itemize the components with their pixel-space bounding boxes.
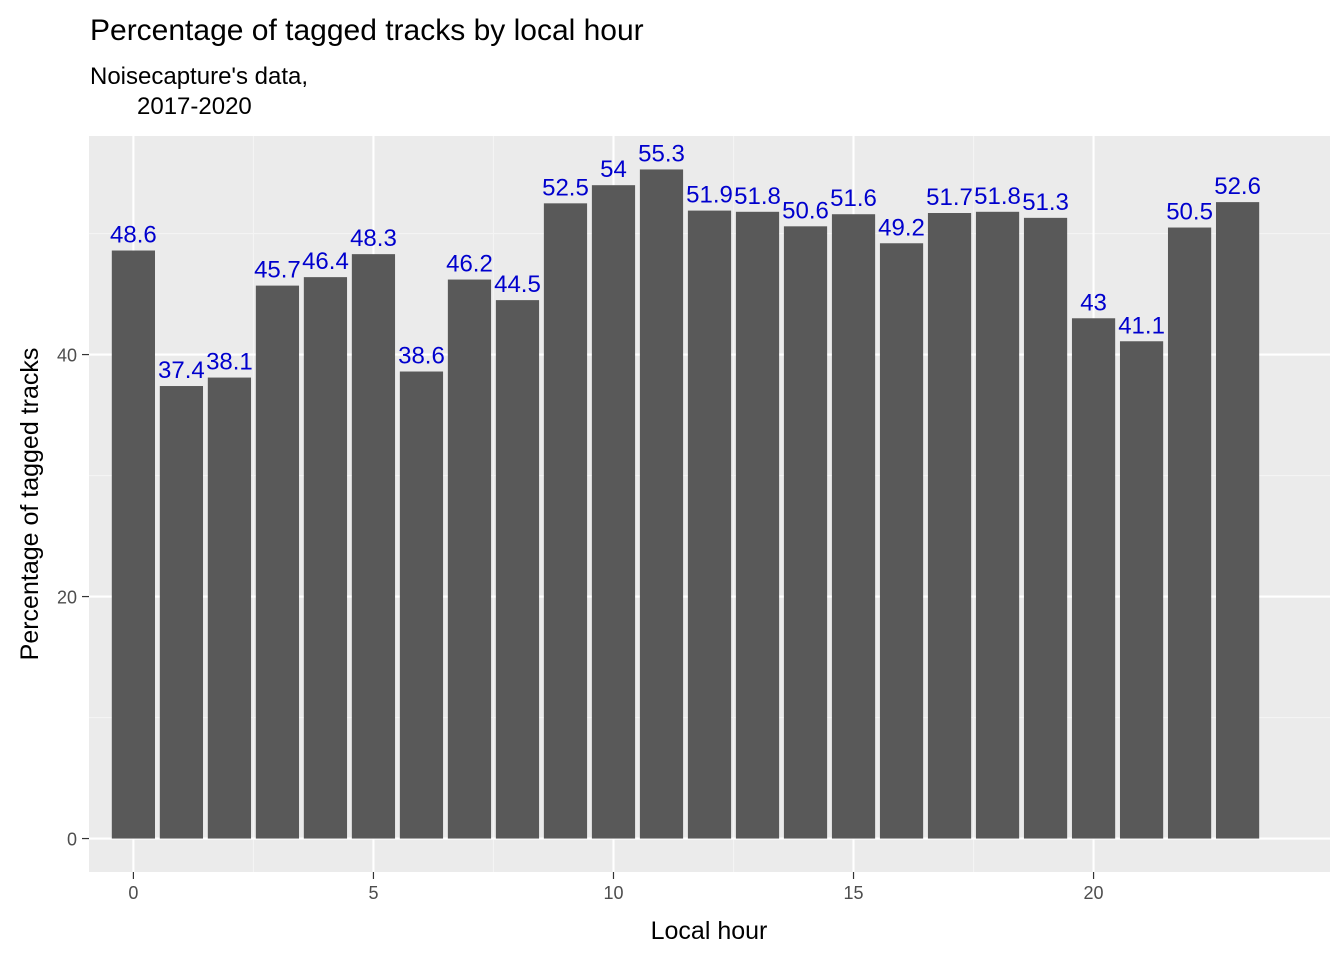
data-label-hour-7: 46.2 <box>446 251 493 278</box>
x-tick-label: 10 <box>603 883 623 903</box>
data-label-hour-13: 51.8 <box>734 183 781 210</box>
x-tick-label: 15 <box>844 883 864 903</box>
bar-hour-13 <box>735 211 780 839</box>
bar-hour-17 <box>927 213 972 839</box>
data-label-hour-15: 51.6 <box>830 185 877 212</box>
chart-subtitle-line-2: 2017-2020 <box>137 93 252 120</box>
bar-hour-19 <box>1023 217 1068 839</box>
data-labels: 48.6 37.4 38.1 45.7 46.448.3 38.6 46.244.5 52.5… <box>110 140 1261 384</box>
bar-hour-23 <box>1215 202 1260 839</box>
data-label-hour-1: 37.4 <box>158 357 205 384</box>
bar-hour-14 <box>783 226 828 839</box>
data-label-hour-12: 51.9 <box>686 182 733 209</box>
bar-hour-21 <box>1119 341 1164 839</box>
bar-hour-4 <box>303 277 348 839</box>
axes: 0 5 10 15 20 0 20 40 <box>57 346 1104 903</box>
bar-hour-20 <box>1071 318 1116 839</box>
bar-hour-11 <box>639 169 684 839</box>
bar-hour-12 <box>687 210 732 839</box>
data-label-hour-0: 48.6 <box>110 222 157 249</box>
data-label-hour-5: 48.3 <box>350 225 397 252</box>
bar-hour-9 <box>543 203 588 839</box>
data-label-hour-2: 38.1 <box>206 349 253 376</box>
y-axis-title: Percentage of tagged tracks <box>16 348 44 661</box>
x-tick-label: 20 <box>1084 883 1104 903</box>
chart-title: Percentage of tagged tracks by local hou… <box>90 14 644 47</box>
data-label-hour-8: 44.5 <box>494 271 541 298</box>
data-label-hour-22: 50.5 <box>1166 199 1213 226</box>
bar-hour-8 <box>495 300 540 839</box>
data-label-hour-21: 41.1 <box>1118 312 1165 339</box>
x-axis-title: Local hour <box>651 917 768 945</box>
y-tick-label: 40 <box>57 346 77 366</box>
data-label-hour-18: 51.8 <box>974 183 1021 210</box>
bar-hour-1 <box>159 386 204 839</box>
y-tick-label: 0 <box>67 830 77 850</box>
bar-hour-16 <box>879 243 924 839</box>
bar-hour-7 <box>447 279 492 839</box>
data-label-hour-14: 50.6 <box>782 197 829 224</box>
data-label-hour-17: 51.7 <box>926 184 973 211</box>
data-label-hour-6: 38.6 <box>398 343 445 370</box>
chart-subtitle-line-1: Noisecapture's data, <box>90 63 308 90</box>
data-label-hour-4: 46.4 <box>302 248 349 275</box>
bar-hour-2 <box>207 377 252 839</box>
bar-hour-15 <box>831 214 876 839</box>
data-label-hour-11: 55.3 <box>638 140 685 167</box>
data-label-hour-10: 54 <box>600 156 627 183</box>
data-label-hour-20: 43 <box>1080 289 1107 316</box>
data-label-hour-3: 45.7 <box>254 257 301 284</box>
y-tick-label: 20 <box>57 588 77 608</box>
bar-hour-6 <box>399 371 444 839</box>
x-tick-label: 5 <box>368 883 378 903</box>
bar-hour-18 <box>975 211 1020 839</box>
data-label-hour-16: 49.2 <box>878 214 925 241</box>
data-label-hour-19: 51.3 <box>1022 189 1069 216</box>
x-tick-label: 0 <box>128 883 138 903</box>
bar-hour-5 <box>351 254 396 839</box>
bars <box>111 169 1260 839</box>
bar-hour-22 <box>1167 227 1212 839</box>
bar-hour-10 <box>591 185 636 839</box>
bar-hour-3 <box>255 285 300 839</box>
bar-hour-0 <box>111 250 156 839</box>
data-label-hour-23: 52.6 <box>1214 173 1261 200</box>
data-label-hour-9: 52.5 <box>542 174 589 201</box>
